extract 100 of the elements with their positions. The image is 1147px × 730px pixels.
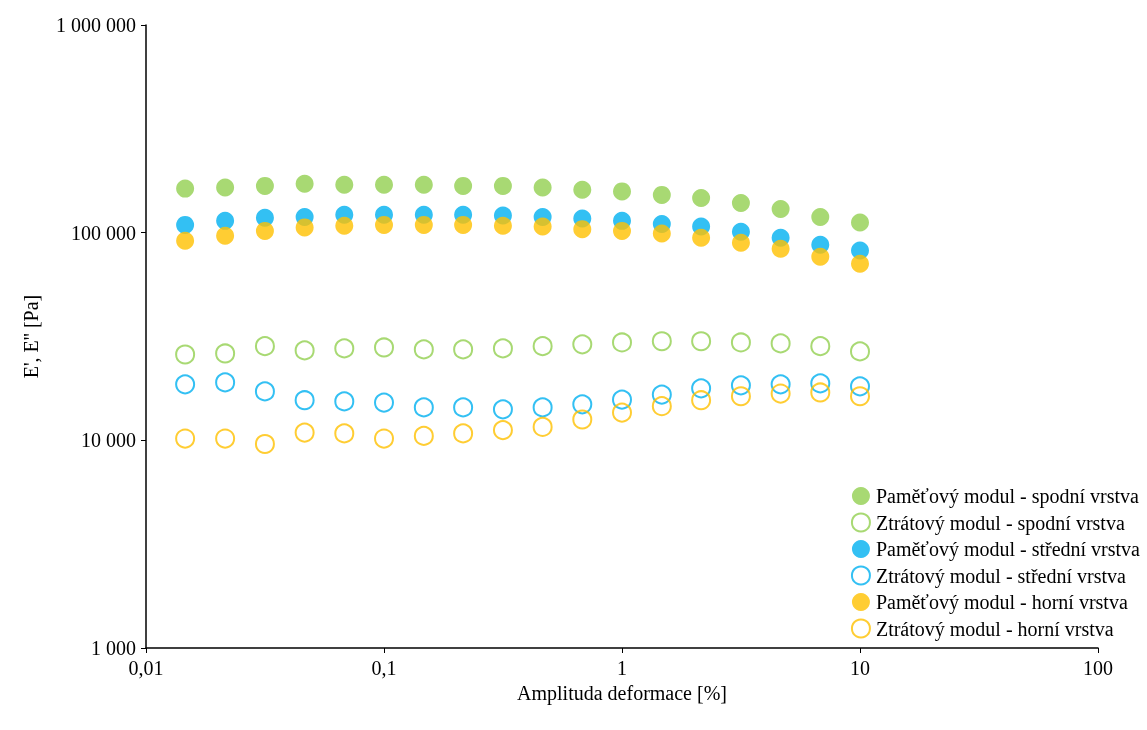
point	[294, 390, 315, 411]
point	[175, 428, 196, 449]
point	[254, 434, 275, 455]
point	[691, 390, 712, 411]
legend-label: Paměťový modul - spodní vrstva	[875, 485, 1140, 508]
point	[811, 247, 830, 266]
point	[652, 224, 671, 243]
point	[770, 333, 791, 354]
point	[255, 176, 274, 195]
point	[811, 207, 830, 226]
point	[294, 422, 315, 443]
point	[334, 338, 355, 359]
point	[492, 420, 513, 441]
legend-label: Ztrátový modul - spodní vrstva	[875, 511, 1125, 535]
point	[374, 337, 394, 358]
point	[613, 221, 631, 240]
point	[532, 416, 553, 437]
legend-label: Ztrátový modul - střední vrstva	[875, 564, 1127, 588]
point	[454, 215, 473, 234]
point	[572, 409, 593, 430]
point	[533, 178, 552, 197]
point	[810, 373, 831, 394]
point	[730, 332, 751, 353]
point	[175, 374, 196, 395]
point	[453, 423, 474, 444]
point	[255, 221, 274, 240]
point	[414, 215, 433, 234]
point	[850, 386, 870, 407]
point	[692, 228, 711, 247]
point	[414, 175, 433, 194]
point	[374, 392, 394, 413]
point	[492, 338, 513, 359]
point	[334, 391, 355, 412]
point	[295, 218, 314, 237]
point	[254, 336, 275, 357]
point	[572, 394, 593, 415]
point	[692, 188, 711, 207]
y-tick-label: 1 000	[91, 637, 136, 659]
x-tick-label: 1	[617, 657, 627, 679]
point	[770, 374, 791, 395]
x-tick-label: 0,01	[128, 657, 164, 679]
x-tick-label: 10	[850, 657, 870, 679]
y-tick-label: 10 000	[81, 429, 136, 452]
point	[731, 193, 750, 212]
y-tick-label: 1 000 000	[56, 14, 136, 36]
point	[216, 226, 235, 245]
point	[572, 334, 593, 355]
point	[612, 332, 632, 353]
point	[493, 176, 512, 195]
point	[612, 389, 632, 410]
point	[851, 254, 869, 273]
y-tick-label: 100 000	[71, 221, 136, 244]
point	[850, 376, 870, 397]
point	[771, 200, 790, 218]
point	[375, 215, 393, 234]
point	[176, 179, 195, 198]
point	[453, 397, 474, 418]
point	[771, 239, 790, 258]
point	[612, 402, 632, 423]
point	[176, 231, 195, 250]
point	[413, 397, 434, 418]
point	[374, 428, 394, 449]
point	[851, 213, 869, 232]
point	[175, 344, 196, 365]
legend-label: Paměťový modul - střední vrstva	[875, 538, 1141, 561]
x-tick-label: 0,1	[371, 657, 397, 679]
point	[652, 185, 671, 204]
point	[532, 397, 553, 418]
point	[573, 180, 592, 199]
point	[691, 378, 712, 399]
point	[453, 339, 474, 360]
x-axis-title: Amplituda deformace [%]	[517, 681, 727, 705]
point	[335, 175, 354, 194]
point	[810, 382, 831, 403]
point	[176, 215, 195, 234]
x-tick-label: 100	[1083, 657, 1113, 679]
legend-label: Ztrátový modul - horní vrstva	[875, 617, 1114, 641]
point	[493, 216, 512, 235]
point	[335, 216, 354, 235]
point	[216, 211, 235, 230]
point	[810, 336, 831, 357]
point	[651, 396, 672, 417]
point	[492, 399, 513, 420]
point	[770, 383, 791, 404]
point	[850, 341, 870, 362]
point	[215, 343, 236, 364]
point	[730, 375, 751, 396]
point	[532, 336, 553, 357]
point	[454, 176, 473, 195]
point	[691, 331, 712, 352]
point	[613, 182, 631, 201]
point	[731, 233, 750, 252]
point	[573, 220, 592, 239]
point	[334, 423, 355, 444]
point	[216, 178, 235, 197]
point	[295, 174, 314, 193]
point	[413, 339, 434, 360]
point	[730, 386, 751, 407]
point	[375, 175, 393, 194]
point	[413, 425, 434, 446]
